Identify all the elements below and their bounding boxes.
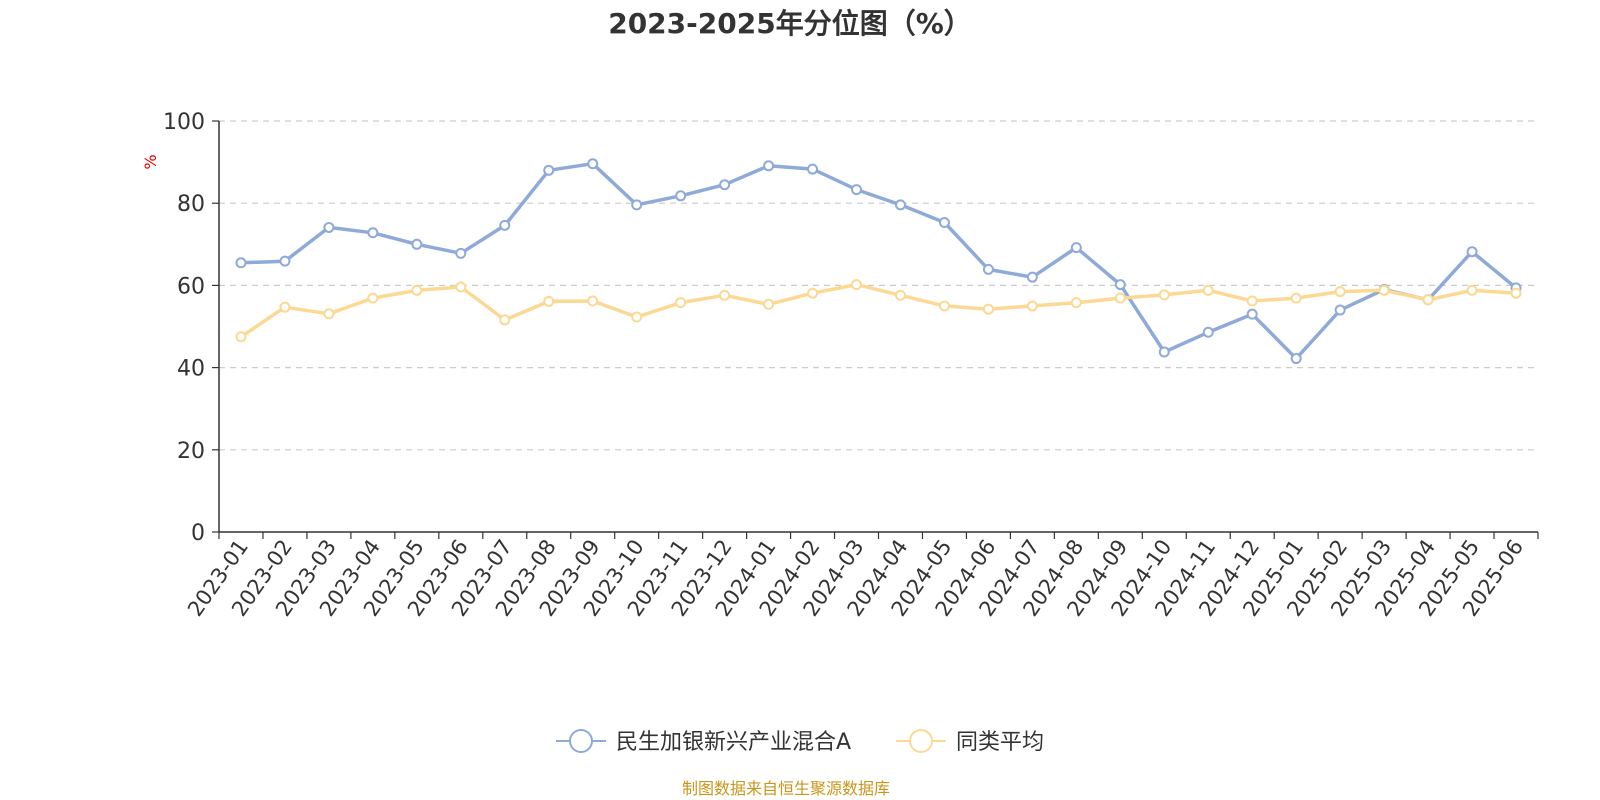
data-point[interactable] xyxy=(631,311,643,323)
data-point[interactable] xyxy=(1422,294,1434,306)
data-point[interactable] xyxy=(543,295,555,307)
data-point[interactable] xyxy=(367,292,379,304)
y-tick-label: 20 xyxy=(177,439,205,464)
y-tick-label: 40 xyxy=(177,357,205,382)
legend-item-2[interactable]: 同类平均 xyxy=(896,729,1044,755)
series-1 xyxy=(235,158,1522,365)
data-point[interactable] xyxy=(1158,346,1170,358)
data-point[interactable] xyxy=(1158,289,1170,301)
data-point[interactable] xyxy=(938,300,950,312)
data-point[interactable] xyxy=(323,221,335,233)
series-2 xyxy=(235,279,1522,343)
data-point[interactable] xyxy=(1334,304,1346,316)
data-point[interactable] xyxy=(938,217,950,229)
data-point[interactable] xyxy=(1466,246,1478,258)
data-point[interactable] xyxy=(367,227,379,239)
data-point[interactable] xyxy=(499,219,511,231)
series-line xyxy=(239,282,1518,339)
data-point[interactable] xyxy=(763,298,775,310)
data-point[interactable] xyxy=(982,263,994,275)
data-point[interactable] xyxy=(455,247,467,259)
data-point[interactable] xyxy=(1026,271,1038,283)
data-point[interactable] xyxy=(1378,284,1390,296)
data-point[interactable] xyxy=(1114,292,1126,304)
data-point[interactable] xyxy=(851,279,863,291)
data-point[interactable] xyxy=(982,303,994,315)
data-point[interactable] xyxy=(587,158,599,170)
legend[interactable]: 民生加银新兴产业混合A 同类平均 xyxy=(556,729,1044,755)
data-point[interactable] xyxy=(1510,287,1522,299)
data-point[interactable] xyxy=(675,190,687,202)
y-tick-label: 100 xyxy=(163,110,205,135)
y-tick-label: 60 xyxy=(177,274,205,299)
series-layer xyxy=(235,158,1522,365)
data-point[interactable] xyxy=(235,257,247,269)
y-tick-label: 0 xyxy=(191,521,205,546)
legend-item-1[interactable]: 民生加银新兴产业混合A xyxy=(556,729,851,755)
data-source-note: 制图数据来自恒生聚源数据库 xyxy=(682,779,890,798)
data-point[interactable] xyxy=(1070,297,1082,309)
data-point[interactable] xyxy=(807,287,819,299)
data-point[interactable] xyxy=(279,301,291,313)
data-point[interactable] xyxy=(1202,326,1214,338)
data-point[interactable] xyxy=(323,308,335,320)
y-axis-unit: % xyxy=(141,154,160,169)
legend-marker-icon xyxy=(909,729,933,753)
data-point[interactable] xyxy=(1070,242,1082,254)
data-point[interactable] xyxy=(587,295,599,307)
data-point[interactable] xyxy=(763,160,775,172)
data-point[interactable] xyxy=(894,199,906,211)
data-point[interactable] xyxy=(1334,286,1346,298)
chart-title: 2023-2025年分位图（%） xyxy=(608,7,972,40)
data-point[interactable] xyxy=(411,284,423,296)
data-point[interactable] xyxy=(675,297,687,309)
data-point[interactable] xyxy=(411,238,423,250)
data-point[interactable] xyxy=(1290,353,1302,365)
data-point[interactable] xyxy=(1246,295,1258,307)
data-point[interactable] xyxy=(499,314,511,326)
legend-label: 民生加银新兴产业混合A xyxy=(616,730,851,755)
data-point[interactable] xyxy=(631,199,643,211)
data-point[interactable] xyxy=(543,164,555,176)
data-point[interactable] xyxy=(1246,308,1258,320)
data-point[interactable] xyxy=(1466,284,1478,296)
data-point[interactable] xyxy=(719,179,731,191)
data-point[interactable] xyxy=(1026,300,1038,312)
legend-label: 同类平均 xyxy=(956,730,1044,755)
series-line xyxy=(239,161,1518,361)
data-point[interactable] xyxy=(1114,279,1126,291)
legend-marker-icon xyxy=(569,729,593,753)
data-point[interactable] xyxy=(279,255,291,267)
data-point[interactable] xyxy=(1202,284,1214,296)
data-point[interactable] xyxy=(807,163,819,175)
data-point[interactable] xyxy=(455,281,467,293)
data-point[interactable] xyxy=(719,289,731,301)
data-point[interactable] xyxy=(894,289,906,301)
data-point[interactable] xyxy=(235,331,247,343)
y-tick-label: 80 xyxy=(177,192,205,217)
data-point[interactable] xyxy=(1290,292,1302,304)
data-point[interactable] xyxy=(851,184,863,196)
